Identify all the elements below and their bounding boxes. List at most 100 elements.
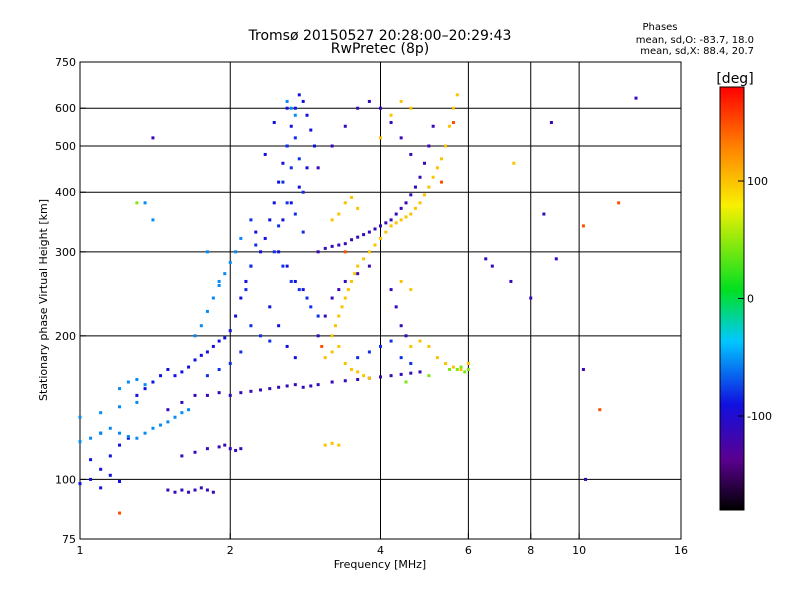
data-point <box>409 344 413 348</box>
x-tick-label: 6 <box>465 544 472 557</box>
data-point <box>249 218 253 222</box>
data-point <box>211 490 215 494</box>
data-point <box>301 99 305 103</box>
data-point <box>323 314 327 318</box>
data-point <box>239 296 243 300</box>
data-point <box>205 488 209 492</box>
data-point <box>135 436 139 440</box>
data-point <box>228 393 232 397</box>
data-point <box>581 367 585 371</box>
data-point <box>409 371 413 375</box>
data-point <box>451 365 455 369</box>
data-point <box>297 157 301 161</box>
data-point <box>89 436 93 440</box>
data-point <box>330 350 334 354</box>
data-point <box>323 246 327 250</box>
data-point <box>316 383 320 387</box>
data-point <box>193 488 197 492</box>
data-point <box>217 391 221 395</box>
data-point <box>399 136 403 140</box>
data-point <box>389 374 393 378</box>
data-point <box>272 250 276 254</box>
data-point <box>330 144 334 148</box>
plot-area: 1 2 4 6 8 10 16 75 100 200 300 400 500 600 750 <box>55 56 688 557</box>
data-point <box>143 201 147 205</box>
data-point <box>399 99 403 103</box>
data-point <box>99 467 103 471</box>
data-point <box>118 387 122 391</box>
x-tick-label: 8 <box>527 544 534 557</box>
data-point <box>431 175 435 179</box>
data-point <box>297 288 301 292</box>
data-point <box>228 260 232 264</box>
data-point <box>448 367 452 371</box>
data-point <box>277 250 281 254</box>
data-point <box>379 136 382 140</box>
data-point <box>244 288 248 292</box>
data-point <box>427 185 431 189</box>
data-point <box>249 264 253 268</box>
data-point <box>350 238 354 242</box>
data-point <box>234 448 238 452</box>
x-axis-label: Frequency [MHz] <box>334 558 426 571</box>
data-point <box>281 264 285 268</box>
data-point <box>223 336 227 340</box>
data-point <box>293 113 297 117</box>
colorbar-tick-label: -100 <box>747 410 772 423</box>
data-point <box>151 426 155 430</box>
data-point <box>211 344 215 348</box>
data-point <box>272 121 276 125</box>
data-point <box>135 201 139 205</box>
data-point <box>584 477 588 481</box>
data-point <box>389 224 393 228</box>
data-point <box>166 488 170 492</box>
data-point <box>362 233 366 237</box>
data-point <box>301 230 305 234</box>
gridlines <box>80 62 681 539</box>
data-point <box>422 161 426 165</box>
data-point <box>399 206 403 210</box>
data-point <box>343 361 347 365</box>
data-point <box>259 334 263 338</box>
data-point <box>356 264 360 268</box>
data-point <box>78 482 82 486</box>
data-point <box>343 296 347 300</box>
data-point <box>459 365 463 369</box>
data-point <box>293 106 297 110</box>
data-point <box>343 250 347 254</box>
data-point <box>199 353 203 357</box>
colorbar-ticks: 100 0 -100 <box>738 175 772 423</box>
data-point <box>389 288 393 292</box>
data-point <box>277 385 281 389</box>
data-point <box>353 272 357 276</box>
data-point <box>187 490 191 494</box>
data-point <box>379 236 382 240</box>
data-point <box>389 121 393 125</box>
data-point <box>293 212 297 216</box>
data-point <box>281 161 285 165</box>
data-point <box>281 218 285 222</box>
data-point <box>316 166 320 170</box>
data-point <box>320 344 324 348</box>
data-point <box>228 447 232 451</box>
data-point <box>126 435 130 439</box>
data-point <box>89 477 93 481</box>
stats-header: Phases <box>642 22 677 33</box>
data-point <box>337 314 341 318</box>
data-point <box>268 387 272 391</box>
data-point <box>330 380 334 384</box>
data-point <box>581 224 585 228</box>
y-tick-label: 75 <box>62 533 76 546</box>
data-point <box>418 370 422 374</box>
data-point <box>367 264 371 268</box>
data-point <box>285 344 289 348</box>
chart-title: Tromsø 20150527 20:28:00–20:29:43 <box>248 28 512 44</box>
data-point <box>316 314 320 318</box>
data-point <box>205 350 209 354</box>
data-point <box>404 334 408 338</box>
data-point <box>451 121 455 125</box>
data-point <box>404 380 408 384</box>
data-point <box>234 314 238 318</box>
data-point <box>193 334 197 338</box>
data-point <box>293 279 297 283</box>
